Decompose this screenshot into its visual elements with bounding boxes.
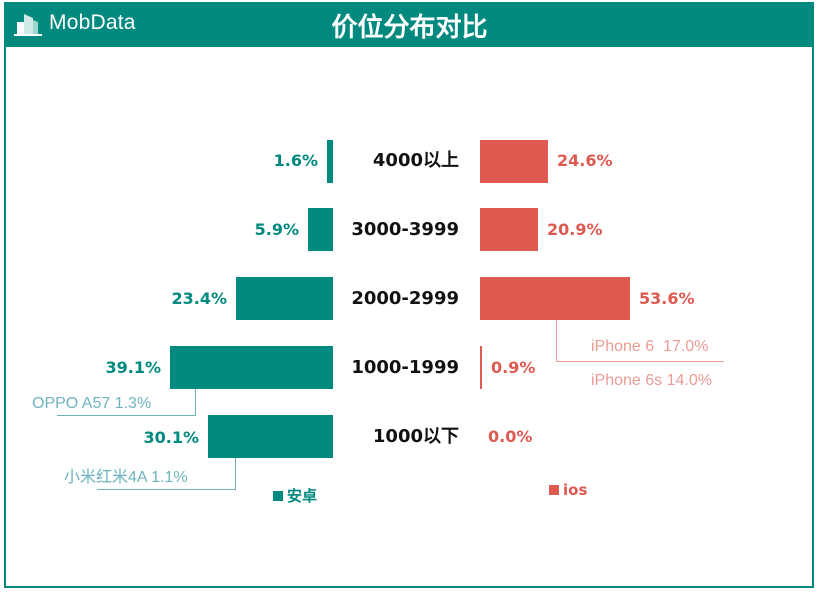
building-logo-icon	[14, 14, 42, 36]
android-callout-line-horizontal-xiaomi	[97, 489, 236, 490]
legend-android-label: 安卓	[287, 487, 318, 505]
android-value-2000: 23.4%	[171, 289, 227, 308]
android-value-3000: 5.9%	[254, 220, 299, 239]
android-callout-line-vertical-oppo	[195, 389, 196, 416]
category-label-1000: 1000-1999	[351, 357, 459, 378]
chart-title: 价位分布对比	[0, 7, 819, 44]
category-label-2000: 2000-2999	[351, 288, 459, 309]
android-bar-below1000	[208, 415, 333, 458]
ios-value-3000: 20.9%	[547, 220, 603, 239]
android-callout-xiaomi: 小米红米4A 1.1%	[64, 469, 188, 486]
ios-bar-4000plus	[480, 140, 548, 183]
android-callout-oppo: OPPO A57 1.3%	[32, 395, 152, 412]
ios-callout-iphone6s: iPhone 6s 14.0%	[591, 372, 712, 389]
android-bar-2000	[236, 277, 333, 320]
android-bar-4000plus	[327, 140, 333, 183]
ios-bar-3000	[480, 208, 538, 251]
ios-bar-2000	[480, 277, 630, 320]
ios-value-2000: 53.6%	[639, 289, 695, 308]
legend-ios-label: ios	[563, 481, 588, 499]
ios-callout-line-horizontal	[556, 361, 724, 362]
legend-android-swatch	[273, 490, 283, 501]
category-label-below1000: 1000以下	[372, 426, 459, 447]
ios-value-below1000: 0.0%	[488, 427, 533, 446]
ios-callout-iphone6: iPhone 6 17.0%	[591, 338, 709, 355]
brand-name: MobData	[49, 11, 136, 34]
category-label-4000plus: 4000以上	[372, 150, 459, 171]
android-value-below1000: 30.1%	[143, 428, 199, 447]
android-bar-3000	[308, 208, 333, 251]
android-bar-1000	[170, 346, 333, 389]
header-bar	[4, 2, 814, 47]
chart-title-text: 价位分布对比	[331, 13, 488, 43]
android-callout-line-vertical-xiaomi	[235, 458, 236, 490]
legend-android: 安卓	[273, 487, 317, 505]
ios-callout-line-vertical	[556, 320, 557, 362]
category-label-3000: 3000-3999	[351, 219, 459, 240]
ios-bar-1000	[480, 346, 482, 389]
ios-value-1000: 0.9%	[491, 358, 536, 377]
android-value-1000: 39.1%	[105, 358, 161, 377]
legend-ios-swatch	[549, 484, 559, 495]
legend-ios: ios	[549, 481, 587, 499]
ios-value-4000plus: 24.6%	[557, 151, 613, 170]
android-value-4000plus: 1.6%	[273, 151, 318, 170]
android-callout-line-horizontal-oppo	[57, 415, 196, 416]
